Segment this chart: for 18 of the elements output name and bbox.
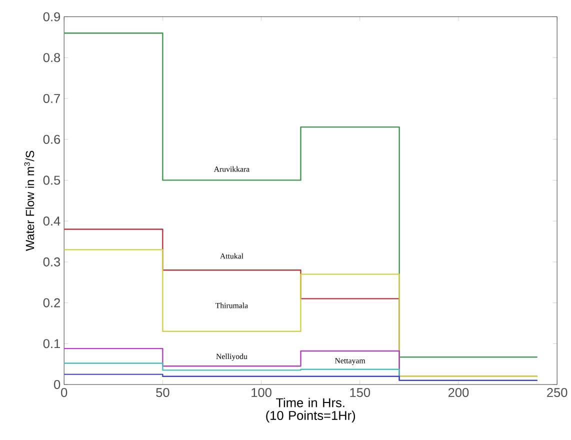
y-axis-title: Water Flow in m$^{3}$/S <box>24 150 34 252</box>
y-tick-label: 0.4 <box>43 216 60 226</box>
y-tick-label: 0.5 <box>43 176 60 185</box>
y-tick-label: 0.1 <box>43 339 60 348</box>
y-tick-label: 0 <box>54 380 60 390</box>
x-axis-title: Time in Hrs. (10 Points=1Hr) <box>266 398 356 423</box>
x-tick-label: 200 <box>448 388 469 398</box>
y-tick-label: 0.8 <box>43 53 60 62</box>
x-tick-label: 150 <box>350 388 370 398</box>
y-tick-label: 0.3 <box>43 258 60 267</box>
x-tick-label: 0 <box>61 388 68 398</box>
y-tick-label: 0.6 <box>43 134 60 144</box>
x-tick-label: 100 <box>252 388 272 398</box>
x-tick-label: 50 <box>156 388 170 398</box>
y-tick-label: 0.7 <box>43 94 60 104</box>
y-tick-label: 0.2 <box>43 298 60 308</box>
x-tick-label: 250 <box>547 388 568 398</box>
y-tick-label: 0.9 <box>43 12 60 22</box>
